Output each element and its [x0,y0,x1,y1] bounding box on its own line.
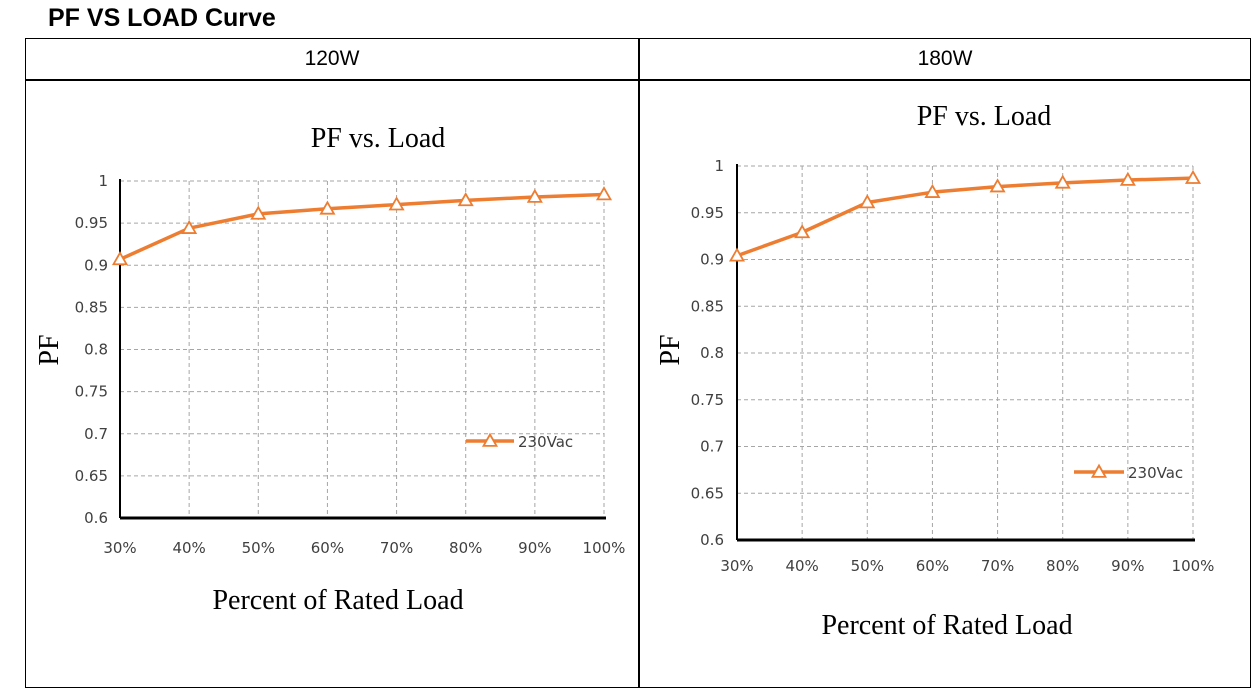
chart0-x-tick-label: 40% [172,539,205,557]
chart1-data-point [1119,171,1136,186]
chart1-x-axis-label: Percent of Rated Load [821,610,1072,641]
chart0-x-axis-label: Percent of Rated Load [212,585,463,616]
chart1-y-tick-label: 0.95 [691,204,724,222]
chart1-x-tick-label: 90% [1111,557,1144,575]
chart-table: 120W 180W [25,38,1251,688]
chart0-legend-marker [481,432,499,447]
chart0-x-tick-label: 80% [449,539,482,557]
chart0-data-point [457,192,474,207]
chart0-y-tick-label: 0.75 [75,383,108,401]
chart1-x-tick-label: 40% [785,557,818,575]
chart1-y-tick-label: 0.8 [700,344,724,362]
chart0-x-tick-label: 90% [518,539,551,557]
chart1-title: PF vs. Load [917,101,1052,132]
chart1-data-point [728,247,746,262]
chart1-series-line [736,176,1194,258]
chart0-y-tick-label: 0.6 [84,509,108,527]
chart0-data-point [111,251,129,266]
chart1-x-tick-label: 50% [851,557,884,575]
chart0-title: PF vs. Load [311,123,446,154]
chart1-y-tick-label: 0.6 [700,531,724,549]
chart0-x-tick-label: 100% [583,539,626,557]
chart1-x-tick-label: 30% [720,557,753,575]
chart1-data-point [1054,174,1071,189]
chart1-x-tick-label: 80% [1046,557,1079,575]
chart1-data-point [859,194,876,209]
chart0-data-point [181,219,198,234]
chart0-data-point [250,205,267,220]
chart1-legend-label: 230Vac [1128,464,1183,482]
chart0-legend-label: 230Vac [518,433,573,451]
chart0-y-tick-label: 0.8 [84,341,108,359]
chart1-legend-marker [1090,463,1108,478]
chart1-x-tick-label: 100% [1172,557,1215,575]
page-title: PF VS LOAD Curve [48,4,276,32]
chart0-y-tick-label: 0.65 [75,467,108,485]
chart1-y-tick-label: 0.9 [700,251,724,269]
chart0-x-tick-label: 60% [311,539,344,557]
chart1-data-point [1184,169,1202,184]
column-header-180w: 180W [917,47,973,70]
chart0-y-tick-label: 0.7 [84,425,108,443]
chart1-y-tick-label: 0.7 [700,438,724,456]
chart1-y-tick-label: 0.75 [691,391,724,409]
column-divider [638,39,640,687]
chart0-x-tick-label: 30% [103,539,136,557]
chart0-data-point [526,188,543,203]
chart0-x-tick-label: 70% [380,539,413,557]
chart0-y-axis-label: PF [34,334,65,365]
chart0-x-tick-label: 50% [242,539,275,557]
chart0-y-tick-label: 0.95 [75,214,108,232]
chart1-y-tick-label: 0.65 [691,484,724,502]
chart1-y-tick-label: 0.85 [691,297,724,315]
chart0-data-point [595,186,613,201]
header-divider [26,79,1250,81]
chart0-data-point [388,196,405,211]
chart1-x-tick-label: 70% [981,557,1014,575]
chart1-y-tick-label: 1 [714,157,724,175]
column-header-120w: 120W [304,47,360,70]
chart1-y-axis-label: PF [655,334,686,365]
chart0-y-tick-label: 0.85 [75,298,108,316]
chart1-data-point [989,178,1006,193]
chart0-y-tick-label: 0.9 [84,256,108,274]
chart0-y-tick-label: 1 [98,172,108,190]
chart1-data-point [794,224,811,239]
chart0-data-point [319,200,336,215]
chart1-x-tick-label: 60% [916,557,949,575]
chart1-data-point [924,183,941,198]
chart0-series-line [119,192,605,261]
